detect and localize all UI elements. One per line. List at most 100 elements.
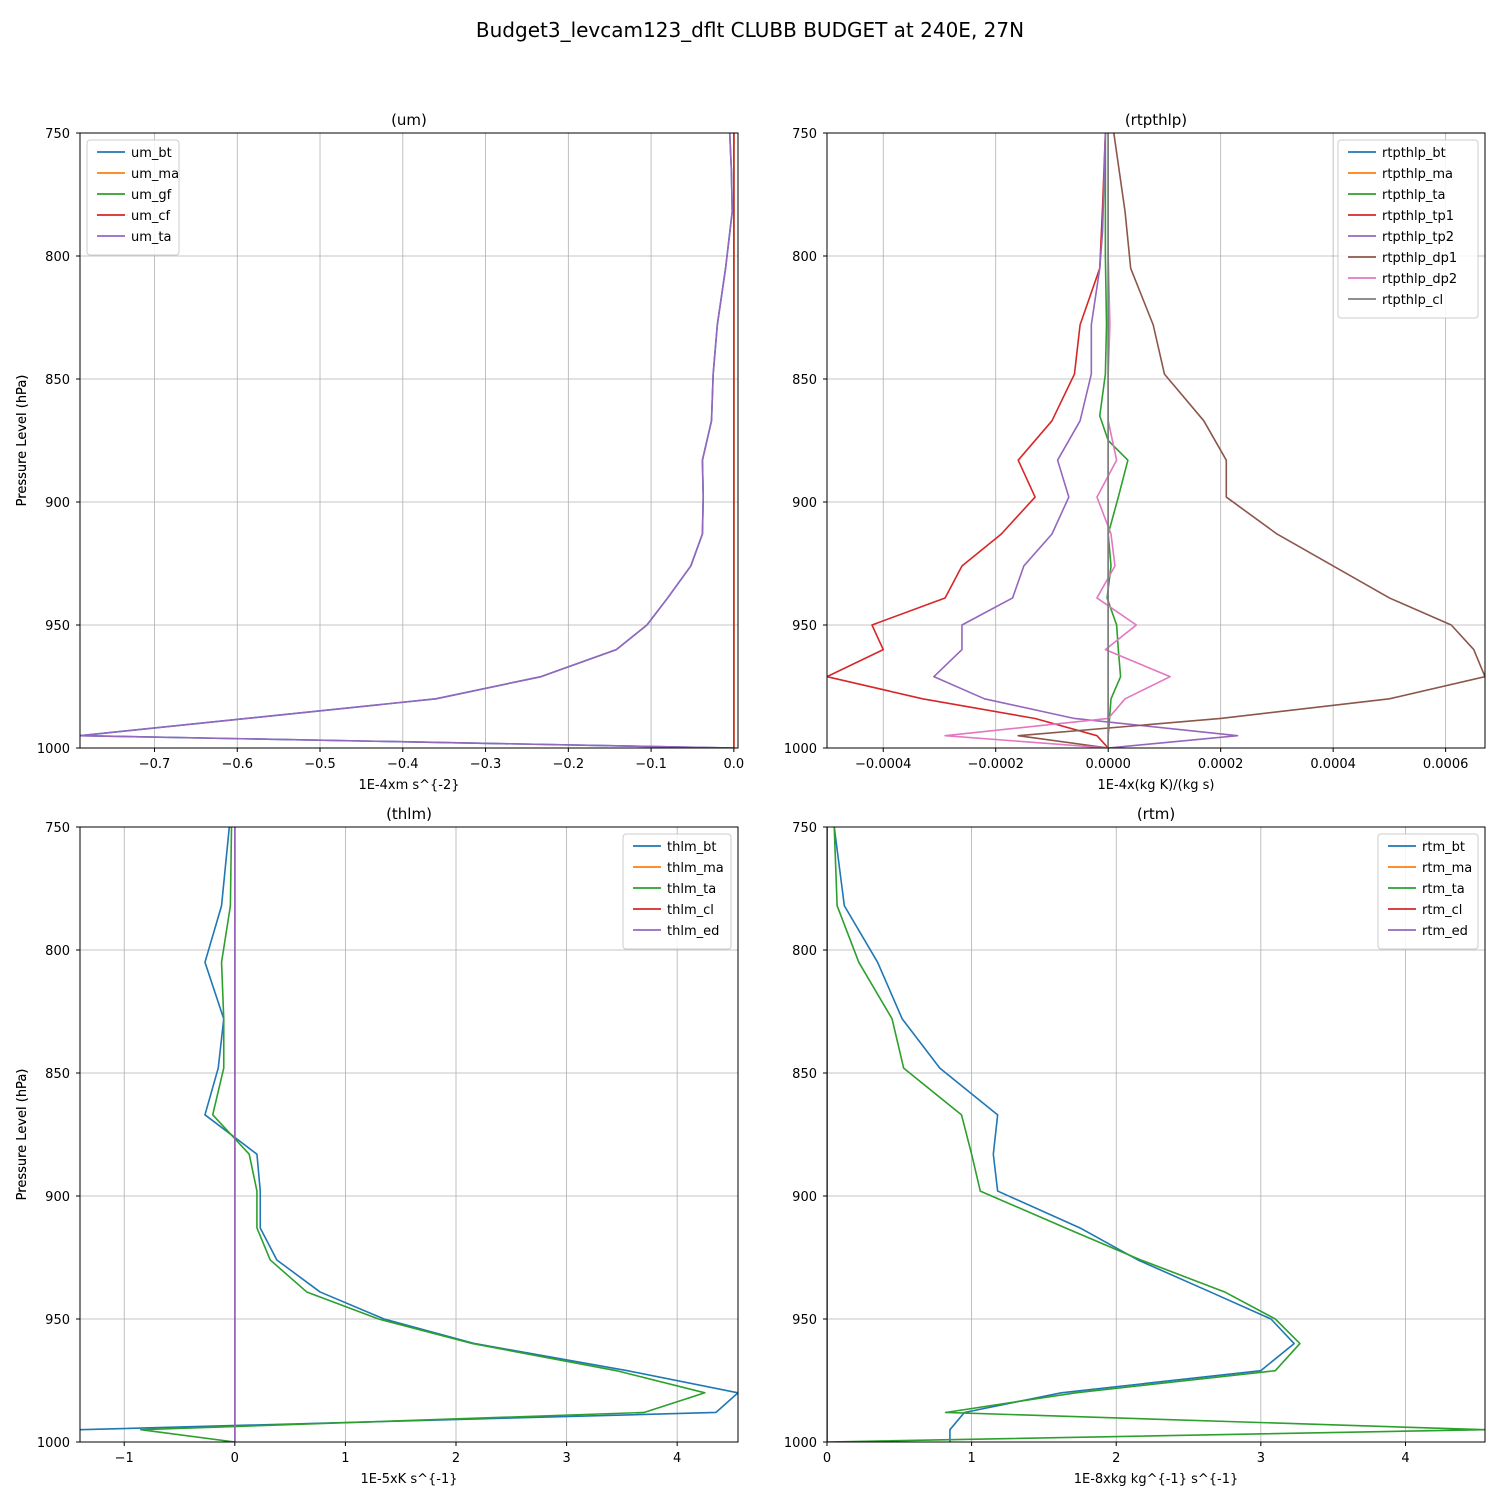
legend-label: rtpthlp_ta (1382, 188, 1445, 203)
x-tick-label: −0.2 (553, 757, 585, 772)
legend-item-rtpthlp_ta: rtpthlp_ta (1348, 188, 1445, 203)
legend-label: rtpthlp_dp1 (1382, 251, 1457, 266)
y-axis-label: Pressure Level (hPa) (15, 375, 30, 507)
x-tick-label: 0 (231, 1451, 239, 1466)
x-tick-label: 0.0000 (1085, 757, 1131, 772)
x-tick-label: 4 (673, 1451, 681, 1466)
y-tick-label: 800 (792, 944, 817, 959)
y-tick-label: 800 (792, 250, 817, 265)
x-tick-label: −0.5 (304, 757, 336, 772)
legend-item-um_ta: um_ta (97, 230, 171, 245)
x-tick-label: 2 (1112, 1451, 1120, 1466)
legend: rtm_bt rtm_ma rtm_ta rtm_cl rtm_ed (1377, 833, 1479, 950)
legend-item-rtm_cl: rtm_cl (1388, 903, 1462, 918)
x-tick-label: 3 (562, 1451, 570, 1466)
legend-label: rtm_bt (1422, 840, 1465, 855)
y-tick-label: 800 (45, 250, 70, 265)
y-tick-label: 850 (792, 373, 817, 388)
x-tick-label: −0.0004 (855, 757, 911, 772)
panel-title: (rtm) (1137, 805, 1175, 823)
legend-label: rtm_cl (1422, 903, 1462, 918)
series-line-rtpthlp_dp2 (944, 133, 1171, 748)
y-axis-label: Pressure Level (hPa) (15, 1069, 30, 1201)
panels: −0.7 −0.6 −0.5 −0.4 −0.3 −0.2 −0.1 0.0 750 800 850… (15, 111, 1486, 1487)
x-axis-label: 1E-5xK s^{-1} (361, 1472, 458, 1487)
y-tick-label: 900 (45, 496, 70, 511)
y-axis-label: Pressure Level (hPa) (15, 1069, 30, 1201)
y-tick-label: 950 (45, 619, 70, 634)
series-line-rtm_bt (833, 827, 1295, 1442)
legend-label: thlm_bt (667, 840, 716, 855)
legend-item-rtpthlp_tp1: rtpthlp_tp1 (1348, 209, 1454, 224)
legend-item-thlm_ta: thlm_ta (633, 882, 716, 897)
y-tick-label: 1000 (784, 1436, 817, 1451)
series-line-um_ta (80, 133, 734, 748)
legend-label: rtpthlp_dp2 (1382, 272, 1457, 287)
legend-item-rtm_ma: rtm_ma (1388, 861, 1472, 876)
series-line-rtpthlp_dp1 (1017, 133, 1485, 748)
x-tick-label: 0 (823, 1451, 831, 1466)
series-group (80, 133, 735, 748)
panel-title: (rtpthlp) (1125, 111, 1187, 129)
panel-title: (um) (391, 111, 427, 129)
legend-label: um_cf (131, 209, 171, 224)
series-group (827, 827, 1485, 1442)
legend-label: um_ta (131, 230, 171, 245)
x-tick-label: 4 (1401, 1451, 1409, 1466)
legend: thlm_bt thlm_ma thlm_ta thlm_cl thlm_ed (622, 833, 732, 950)
axes-frame (826, 826, 1486, 1443)
y-tick-label: 900 (792, 496, 817, 511)
y-tick-label: 850 (792, 1067, 817, 1082)
legend-item-rtpthlp_dp1: rtpthlp_dp1 (1348, 251, 1457, 266)
x-tick-label: −0.0002 (968, 757, 1024, 772)
series-line-thlm_bt (80, 827, 738, 1431)
legend-box (1377, 833, 1479, 950)
legend-box (86, 139, 180, 256)
y-tick-label: 750 (45, 821, 70, 836)
legend: um_bt um_ma um_gf um_cf um_ta (86, 139, 180, 256)
y-tick-label: 750 (792, 127, 817, 142)
y-tick-label: 850 (45, 1067, 70, 1082)
y-tick-label: 1000 (37, 742, 70, 757)
y-tick-label: 750 (45, 127, 70, 142)
series-line-rtpthlp_ta (1098, 133, 1129, 748)
legend-item-rtpthlp_dp2: rtpthlp_dp2 (1348, 272, 1457, 287)
axes-frame (79, 132, 739, 749)
y-tick-label: 850 (45, 373, 70, 388)
legend-item-um_ma: um_ma (97, 167, 179, 182)
axes-frame (79, 826, 739, 1443)
legend-item-thlm_bt: thlm_bt (633, 840, 716, 855)
legend-item-thlm_ma: thlm_ma (633, 861, 724, 876)
series-line-rtpthlp_tp2 (933, 133, 1239, 748)
y-tick-label: 950 (45, 1313, 70, 1328)
legend-item-rtpthlp_tp2: rtpthlp_tp2 (1348, 230, 1454, 245)
x-tick-label: −0.7 (139, 757, 171, 772)
panel-thlm: −1 0 1 2 3 4 750 800 850 900 950 1000 (thlm) 1E-5xK s… (15, 805, 739, 1487)
legend-label: rtpthlp_tp2 (1382, 230, 1454, 245)
legend-box (1337, 139, 1479, 319)
legend-item-rtpthlp_bt: rtpthlp_bt (1348, 146, 1446, 161)
panel-rtpthlp: −0.0004 −0.0002 0.0000 0.0002 0.0004 0.0006 75… (15, 111, 1486, 793)
x-tick-label: 2 (452, 1451, 460, 1466)
legend: rtpthlp_bt rtpthlp_ma rtpthlp_ta rtpthlp_tp… (1337, 139, 1479, 319)
legend-label: rtpthlp_ma (1382, 167, 1453, 182)
y-tick-label: 950 (792, 1313, 817, 1328)
x-tick-label: 0.0 (724, 757, 745, 772)
legend-item-thlm_cl: thlm_cl (633, 903, 714, 918)
x-tick-label: −0.4 (387, 757, 419, 772)
legend-item-rtpthlp_cl: rtpthlp_cl (1348, 293, 1443, 308)
x-axis-label: 1E-4xm s^{-2} (358, 778, 459, 793)
series-line-thlm_ta (140, 827, 706, 1442)
legend-label: um_ma (131, 167, 179, 182)
legend-label: um_gf (131, 188, 172, 203)
y-tick-label: 1000 (37, 1436, 70, 1451)
x-tick-label: −1 (115, 1451, 134, 1466)
y-tick-label: 800 (45, 944, 70, 959)
legend-box (622, 833, 732, 950)
legend-item-um_bt: um_bt (97, 146, 172, 161)
legend-label: rtpthlp_tp1 (1382, 209, 1454, 224)
legend-item-rtpthlp_ma: rtpthlp_ma (1348, 167, 1453, 182)
legend-item-thlm_ed: thlm_ed (633, 924, 719, 939)
